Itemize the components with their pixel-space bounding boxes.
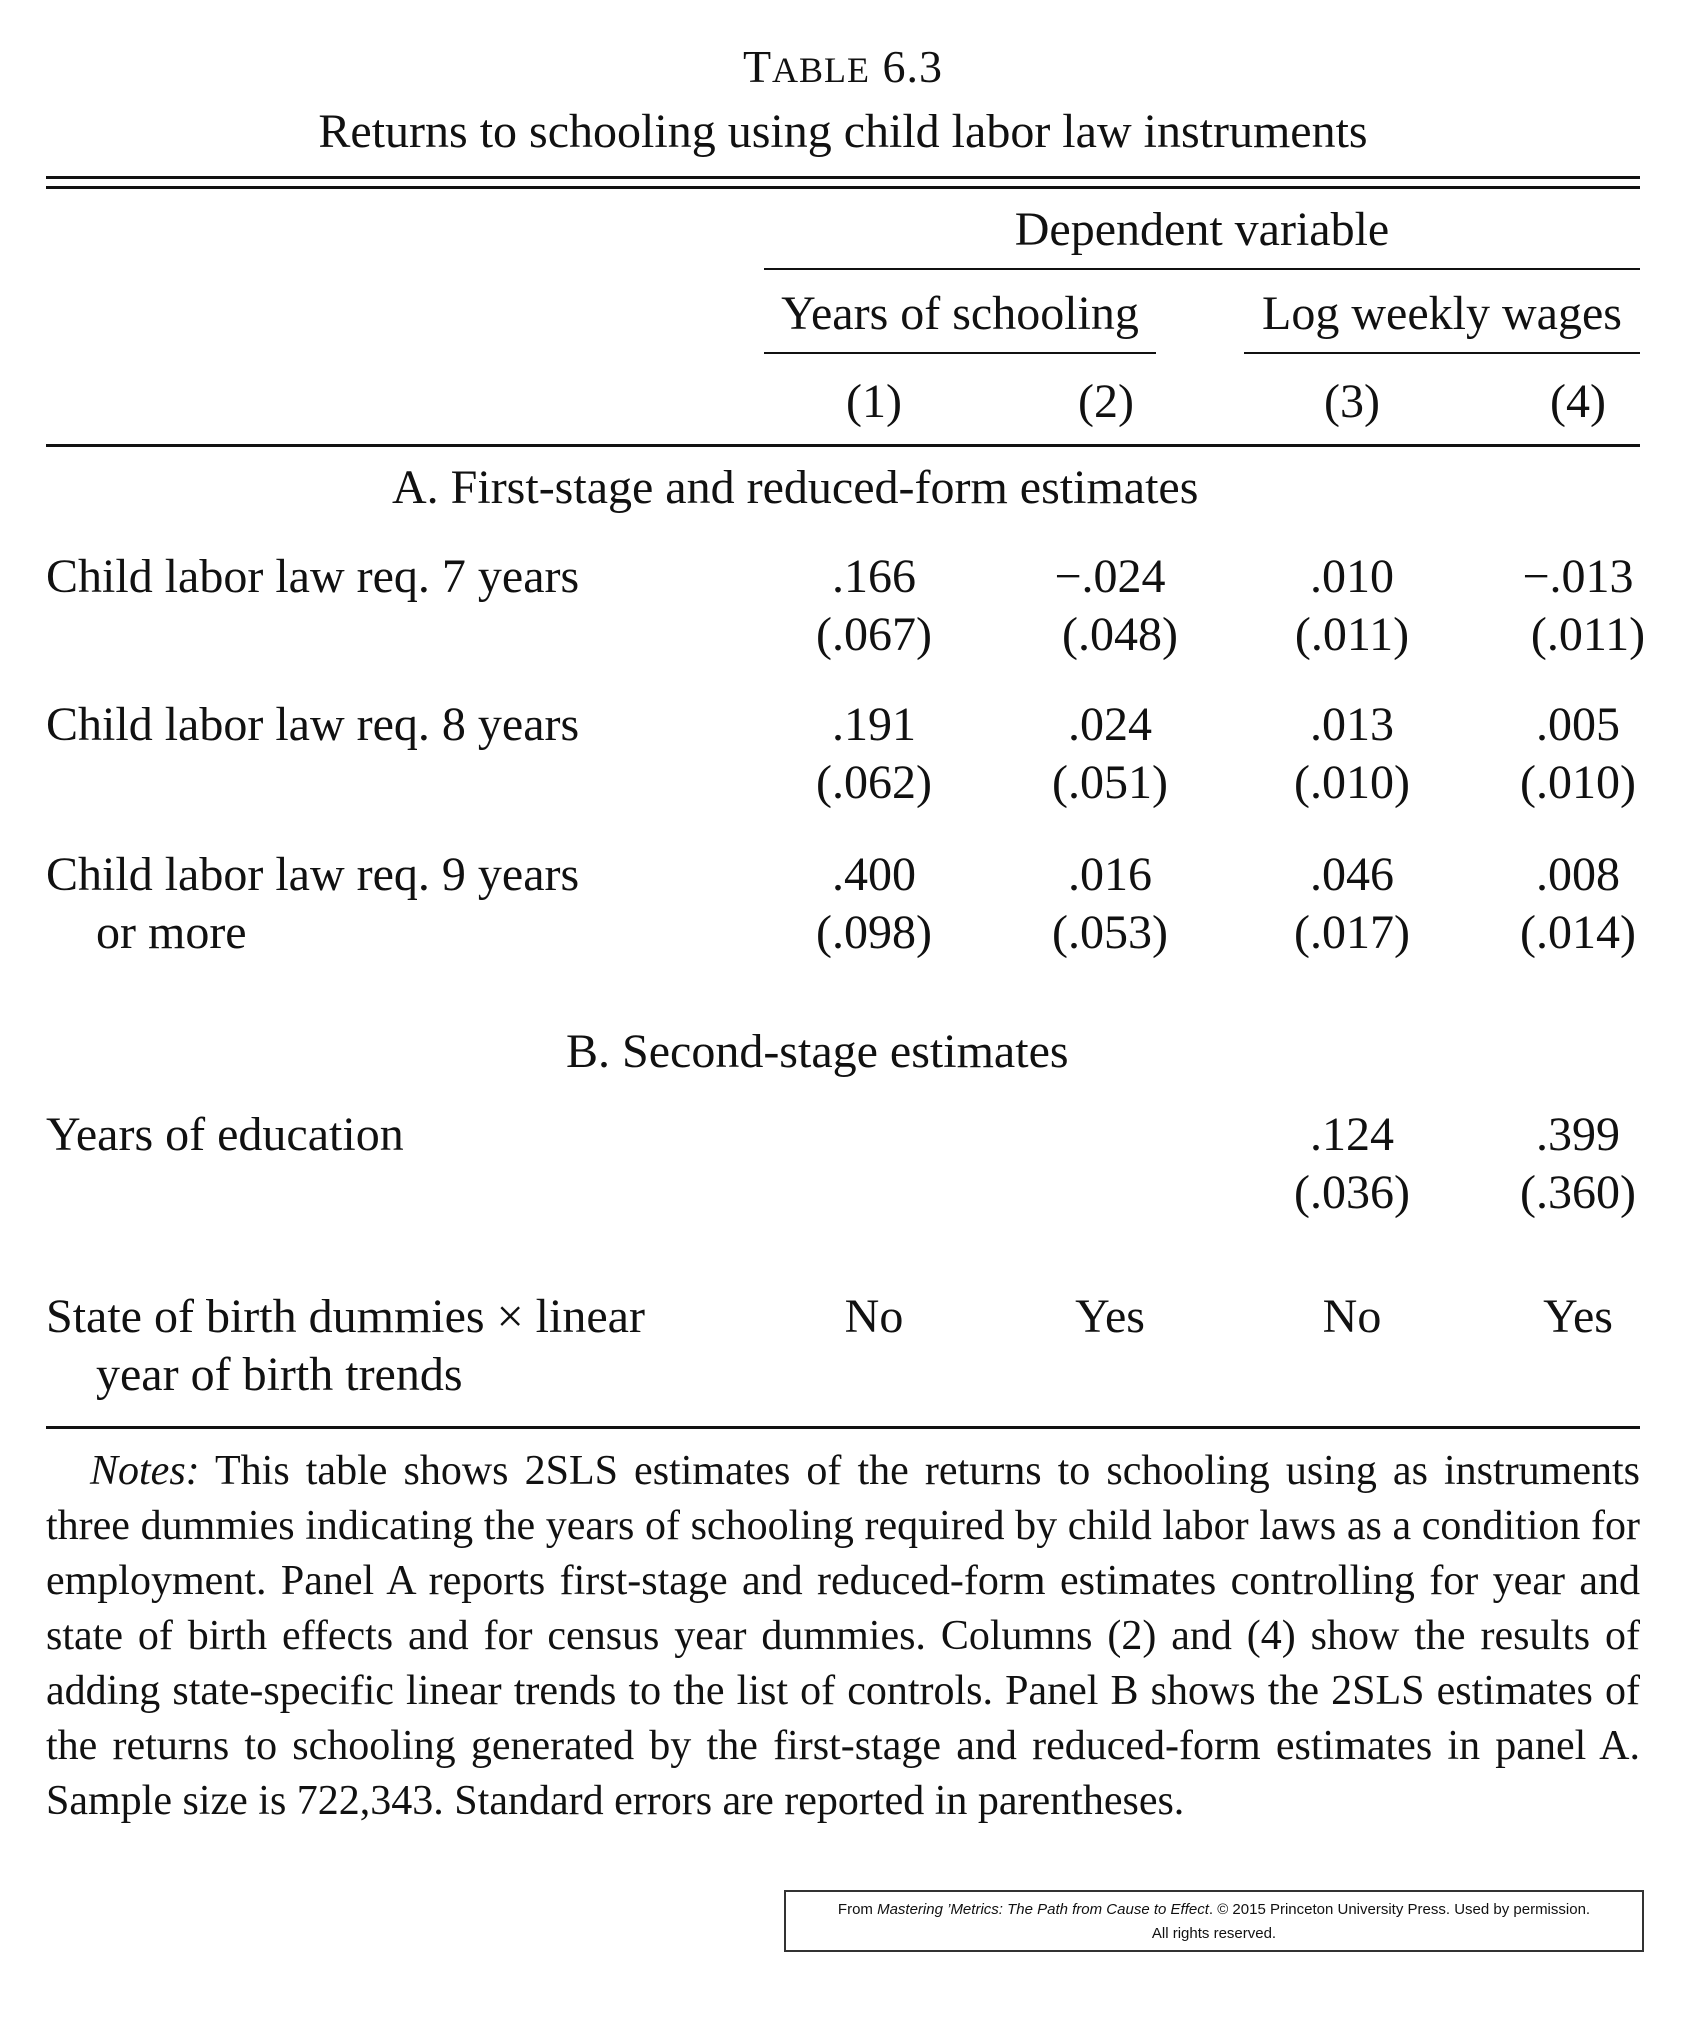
coef: .016 (1068, 848, 1152, 901)
coef: .191 (832, 698, 916, 751)
cell-r3-c1: .400 (.098) (754, 846, 994, 962)
top-rule (46, 176, 1640, 179)
coef: .010 (1310, 550, 1394, 603)
cell-trend-c2: Yes (1075, 1290, 1145, 1343)
top-rule-2 (46, 186, 1640, 189)
std-error: (.098) (816, 906, 932, 959)
group-header-wages: Log weekly wages (1262, 287, 1622, 340)
std-error: (.014) (1520, 906, 1636, 959)
permission-line2: All rights reserved. (1151, 1925, 1277, 1942)
dependent-variable-rule (764, 268, 1640, 270)
header-rule (46, 444, 1640, 447)
column-number-4: (4) (1550, 375, 1606, 428)
coef: .046 (1310, 848, 1394, 901)
cell-edu-c4: .399 (.360) (1458, 1106, 1696, 1222)
cell-r3-c3: .046 (.017) (1232, 846, 1472, 962)
permission-from: From (837, 1901, 878, 1918)
coef: −.013 (1522, 550, 1634, 603)
cell-r2-c2: .024 (.051) (990, 696, 1230, 812)
permission-book-title: Mastering ’Metrics: The Path from Cause … (877, 1901, 1209, 1918)
std-error: (.048) (1062, 608, 1178, 661)
row-label-trends: State of birth dummies × linear year of … (46, 1288, 645, 1404)
row-label-continuation: or more (96, 906, 247, 959)
std-error: (.062) (816, 756, 932, 809)
coef: .008 (1536, 848, 1620, 901)
row-label-continuation: year of birth trends (96, 1348, 463, 1401)
group-rule-wages (1244, 352, 1640, 354)
cell-edu-c3: .124 (.036) (1232, 1106, 1472, 1222)
cell-r3-c4: .008 (.014) (1458, 846, 1696, 962)
std-error: (.036) (1294, 1166, 1410, 1219)
table-label-number: 6.3 (870, 41, 944, 92)
dependent-variable-header: Dependent variable (1014, 203, 1390, 256)
std-error: (.017) (1294, 906, 1410, 959)
column-number-2: (2) (1078, 375, 1134, 428)
column-number-3: (3) (1324, 375, 1380, 428)
permission-notice: From Mastering ’Metrics: The Path from C… (784, 1890, 1644, 1952)
table-label: TABLE 6.3 (46, 40, 1640, 93)
group-rule-schooling (764, 352, 1156, 354)
std-error: (.011) (1530, 608, 1646, 661)
cell-trend-c4: Yes (1543, 1290, 1613, 1343)
coef: .124 (1310, 1108, 1394, 1161)
table-label-text: TABLE 6.3 (743, 41, 943, 92)
std-error: (.010) (1520, 756, 1636, 809)
coef: .024 (1068, 698, 1152, 751)
notes-text: This table shows 2SLS estimates of the r… (46, 1448, 1640, 1824)
row-label-text: Child labor law req. 7 years (46, 550, 580, 603)
cell-trend-c1: No (844, 1290, 904, 1343)
cell-r1-c4: −.013 (.011) (1458, 548, 1696, 664)
row-label-text: Years of education (46, 1108, 404, 1161)
cell-r2-c4: .005 (.010) (1458, 696, 1696, 812)
coef: .013 (1310, 698, 1394, 751)
row-label-text: Child labor law req. 9 years (46, 848, 580, 901)
cell-r1-c2: −.024 (.048) (990, 548, 1230, 664)
row-label-text: State of birth dummies × linear (46, 1290, 645, 1343)
column-number-1: (1) (846, 375, 902, 428)
cell-trend-c3: No (1322, 1290, 1382, 1343)
notes-lead: Notes: (90, 1448, 200, 1494)
row-label-7-years: Child labor law req. 7 years (46, 548, 579, 606)
cell-r2-c1: .191 (.062) (754, 696, 994, 812)
std-error: (.051) (1052, 756, 1168, 809)
permission-rest: . © 2015 Princeton University Press. Use… (1208, 1901, 1591, 1918)
cell-r2-c3: .013 (.010) (1232, 696, 1472, 812)
std-error: (.053) (1052, 906, 1168, 959)
std-error: (.011) (1294, 608, 1410, 661)
cell-r3-c2: .016 (.053) (990, 846, 1230, 962)
coef: .400 (832, 848, 916, 901)
bottom-rule (46, 1426, 1640, 1429)
document-page: TABLE 6.3 Returns to schooling using chi… (46, 40, 1645, 1980)
panel-b-title: B. Second-stage estimates (566, 1025, 1069, 1078)
std-error: (.067) (816, 608, 932, 661)
coef: .399 (1536, 1108, 1620, 1161)
table-caption: Returns to schooling using child labor l… (318, 105, 1368, 158)
table-label-smallcaps: ABLE (772, 50, 871, 90)
table-label-initial: T (742, 41, 773, 92)
row-label-education: Years of education (46, 1106, 404, 1164)
row-label-9-years: Child labor law req. 9 years or more (46, 846, 579, 962)
cell-r1-c3: .010 (.011) (1232, 548, 1472, 664)
coef: .005 (1536, 698, 1620, 751)
row-label-text: Child labor law req. 8 years (46, 698, 580, 751)
group-header-schooling: Years of schooling (781, 287, 1139, 340)
std-error: (.360) (1520, 1166, 1636, 1219)
table-notes: Notes: This table shows 2SLS estimates o… (46, 1444, 1640, 1829)
std-error: (.010) (1294, 756, 1410, 809)
coef: .166 (832, 550, 916, 603)
panel-a-title: A. First-stage and reduced-form estimate… (392, 461, 1199, 514)
coef: −.024 (1054, 550, 1166, 603)
cell-r1-c1: .166 (.067) (754, 548, 994, 664)
row-label-8-years: Child labor law req. 8 years (46, 696, 579, 754)
